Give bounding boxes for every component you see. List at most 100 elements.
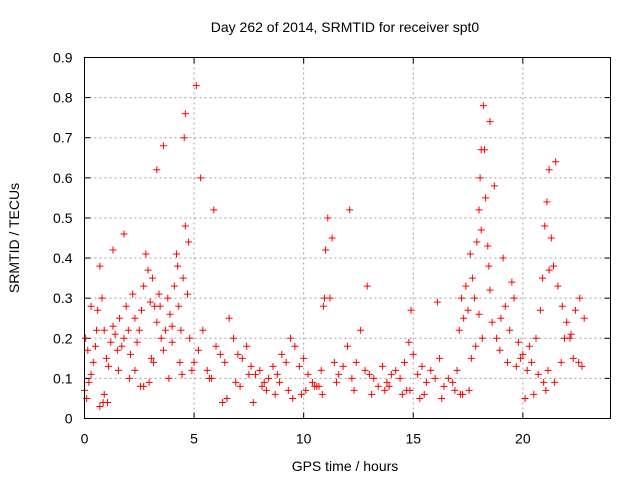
data-point [496, 346, 504, 354]
data-point [295, 362, 303, 370]
data-point [519, 350, 527, 358]
data-point [291, 342, 299, 350]
data-point [477, 226, 485, 234]
data-point [318, 390, 326, 398]
data-point [486, 118, 494, 126]
data-point [499, 254, 507, 262]
data-point [148, 274, 156, 282]
data-point [344, 342, 351, 350]
data-point [484, 242, 492, 250]
data-point [153, 318, 161, 326]
data-point [449, 378, 457, 386]
data-point [482, 194, 490, 202]
data-point [544, 366, 552, 374]
data-point [416, 394, 424, 402]
data-point [176, 358, 184, 366]
data-point [144, 266, 152, 274]
data-point [181, 222, 189, 230]
x-tick-label: 5 [190, 431, 198, 447]
data-point [396, 374, 404, 382]
data-point [566, 334, 574, 342]
data-point [514, 338, 522, 346]
data-point [155, 290, 163, 298]
data-point [84, 346, 92, 354]
plot-frame [84, 57, 611, 419]
data-point [87, 302, 95, 310]
data-point [116, 314, 124, 322]
data-point [324, 214, 332, 222]
data-point [523, 366, 531, 374]
data-point [173, 250, 181, 258]
y-axis-label: SRMTID / TECUs [6, 183, 22, 293]
data-point [403, 386, 411, 394]
data-point [486, 286, 494, 294]
data-point [113, 346, 121, 354]
data-point [333, 378, 341, 386]
data-point [346, 206, 354, 214]
data-point [114, 366, 122, 374]
data-point [219, 398, 227, 406]
data-point [181, 110, 189, 118]
data-point [234, 350, 242, 358]
data-point [361, 366, 369, 374]
data-point [91, 342, 99, 350]
data-point [575, 358, 583, 366]
data-point [569, 354, 577, 362]
data-point [540, 378, 548, 386]
data-point [289, 394, 297, 402]
data-point [89, 358, 97, 366]
data-point [205, 374, 213, 382]
data-point [278, 350, 286, 358]
data-point [352, 358, 360, 366]
data-point [203, 366, 211, 374]
data-point [557, 358, 565, 366]
data-point [438, 394, 446, 402]
x-axis-label: GPS time / hours [292, 458, 399, 474]
data-point [363, 282, 371, 290]
data-point [456, 390, 464, 398]
y-tick-label: 0.6 [53, 170, 73, 186]
data-point [374, 382, 382, 390]
data-point [405, 338, 413, 346]
data-point [221, 358, 229, 366]
data-point [104, 398, 112, 406]
data-point [476, 174, 484, 182]
data-point [243, 342, 251, 350]
data-point [365, 370, 373, 378]
data-point [506, 326, 514, 334]
data-point [510, 294, 518, 302]
data-point [444, 374, 452, 382]
data-point [317, 366, 325, 374]
data-point [471, 294, 479, 302]
data-point [184, 290, 192, 298]
data-point [140, 282, 148, 290]
data-point [558, 302, 566, 310]
data-point [178, 370, 186, 378]
data-point [156, 302, 164, 310]
data-points [81, 82, 588, 410]
data-point [118, 342, 126, 350]
data-point [185, 238, 193, 246]
data-point [433, 298, 441, 306]
y-tick-label: 0.1 [53, 370, 73, 386]
data-point [398, 390, 406, 398]
data-point [87, 370, 95, 378]
data-point [322, 246, 330, 254]
data-point [258, 382, 266, 390]
data-point [468, 274, 476, 282]
data-point [357, 326, 365, 334]
data-point [420, 390, 428, 398]
data-point [400, 358, 408, 366]
data-point [488, 318, 496, 326]
data-point [578, 362, 586, 370]
data-point [164, 294, 172, 302]
chart-title: Day 262 of 2014, SRMTID for receiver spt… [211, 19, 480, 35]
y-tick-label: 0.9 [53, 50, 73, 66]
data-point [133, 338, 141, 346]
data-point [545, 266, 553, 274]
data-point [194, 346, 202, 354]
data-point [480, 146, 488, 154]
data-point [100, 326, 108, 334]
y-tick-label: 0.4 [53, 250, 73, 266]
data-point [407, 306, 415, 314]
